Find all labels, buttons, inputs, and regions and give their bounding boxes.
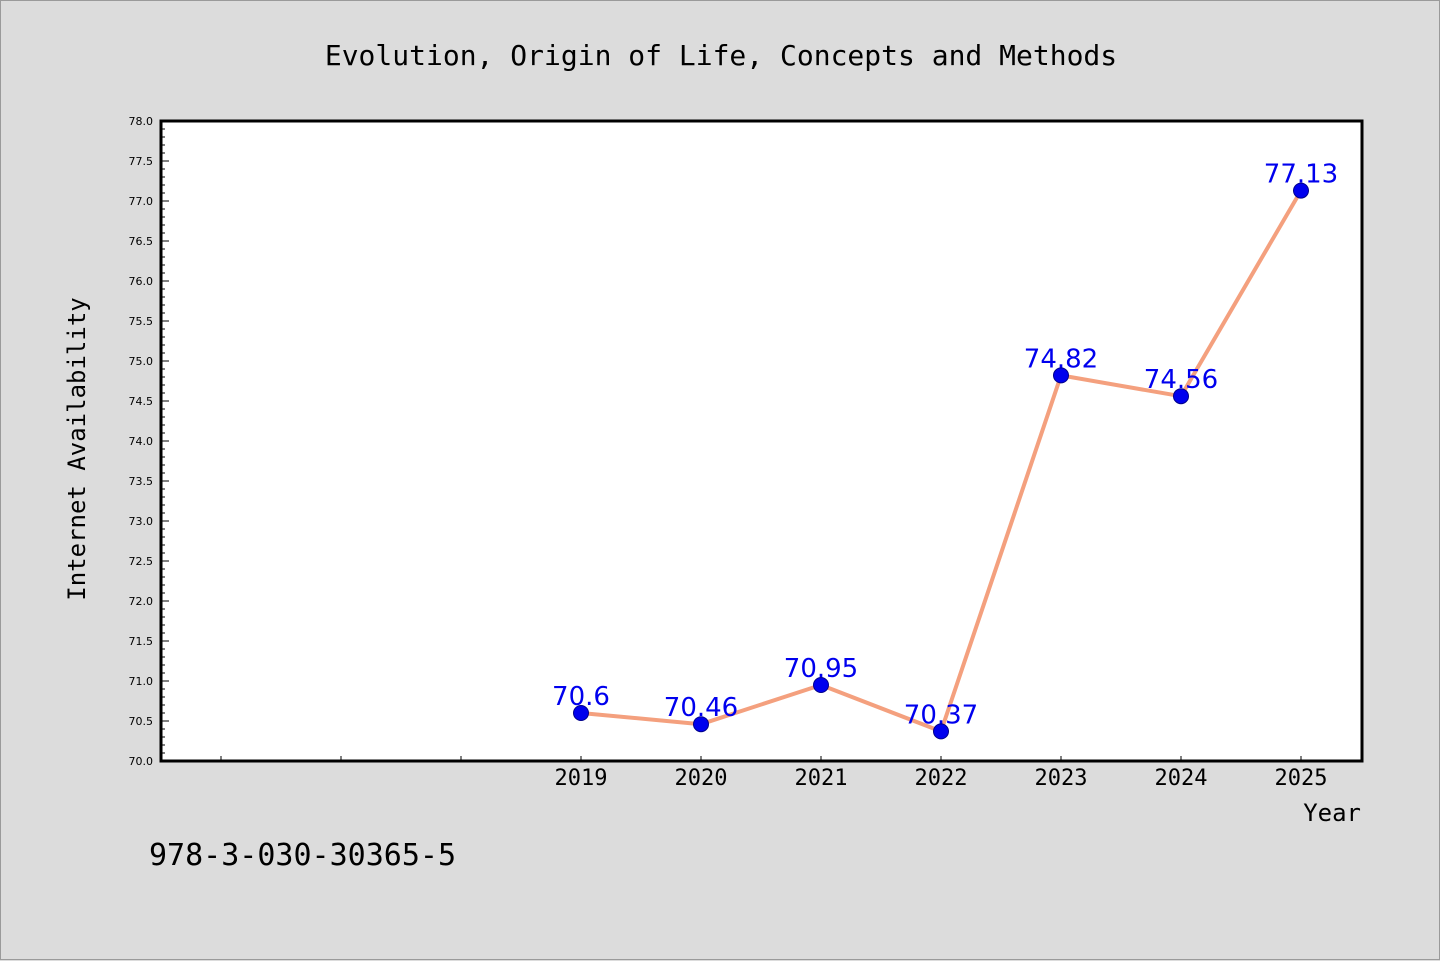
data-point-marker: [693, 716, 709, 733]
y-tick-label: 72.5: [129, 555, 154, 568]
y-tick-label: 77.5: [129, 155, 154, 168]
y-tick-label: 78.0: [129, 115, 154, 128]
y-tick-label: 71.0: [129, 675, 154, 688]
x-tick-label: 2022: [915, 766, 968, 791]
footer-isbn-text: 978-3-030-30365-5: [149, 838, 456, 873]
chart-title: Evolution, Origin of Life, Concepts and …: [325, 39, 1117, 72]
data-point-marker: [1293, 182, 1309, 199]
y-tick-label: 76.5: [129, 235, 154, 248]
data-label: 70.46: [664, 693, 738, 723]
y-tick-label: 72.0: [129, 595, 154, 608]
plot-frame: [159, 119, 1364, 763]
series-layer: 70.6 70.46 70.95 70.37 74.82 74.56 77.13: [552, 160, 1338, 740]
data-label: 77.13: [1264, 160, 1338, 190]
plot-area: [161, 121, 1362, 761]
x-tick-label: 2019: [555, 766, 608, 791]
y-tick-label: 73.0: [129, 515, 154, 528]
y-axis-label: Internet Availability: [63, 297, 91, 600]
y-tick-label: 73.5: [129, 475, 154, 488]
data-point-marker: [933, 723, 949, 740]
y-tick-label: 71.5: [129, 635, 154, 648]
x-tick-label: 2020: [675, 766, 728, 791]
y-tick-label: 70.0: [129, 755, 154, 768]
data-label: 70.37: [904, 700, 978, 730]
x-tick-label: 2021: [795, 766, 848, 791]
x-tick-label: 2024: [1155, 766, 1208, 791]
x-tick-label: 2025: [1275, 766, 1328, 791]
data-label: 70.6: [552, 682, 610, 712]
data-point-marker: [573, 705, 589, 721]
y-tick-label: 75.5: [129, 315, 154, 328]
y-tick-label: 74.5: [129, 395, 154, 408]
y-tick-label: 70.5: [129, 715, 154, 728]
data-point-marker: [1053, 367, 1069, 384]
y-tick-label: 75.0: [129, 355, 154, 368]
data-point-marker: [813, 677, 829, 693]
x-axis-label: Year: [1303, 799, 1361, 827]
y-tick-label: 76.0: [129, 275, 154, 288]
data-point-marker: [1173, 388, 1189, 405]
data-label: 74.82: [1024, 344, 1098, 374]
data-label: 74.56: [1144, 365, 1218, 395]
x-tick-label: 2023: [1035, 766, 1088, 791]
y-tick-label: 74.0: [129, 435, 154, 448]
data-label: 70.95: [784, 654, 858, 684]
x-axis-ticks: 2019 2020 2021 2022 2023 2024 2025: [220, 756, 1328, 791]
y-tick-label: 77.0: [129, 195, 154, 208]
